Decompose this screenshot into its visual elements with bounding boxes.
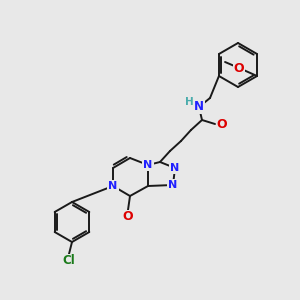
Text: N: N <box>168 180 178 190</box>
Text: O: O <box>217 118 227 131</box>
Text: Cl: Cl <box>63 254 75 268</box>
Text: O: O <box>123 211 133 224</box>
Text: N: N <box>143 160 153 170</box>
Text: N: N <box>170 163 180 173</box>
Text: O: O <box>234 61 244 74</box>
Text: N: N <box>108 181 118 191</box>
Text: H: H <box>184 97 194 107</box>
Text: N: N <box>194 100 204 113</box>
